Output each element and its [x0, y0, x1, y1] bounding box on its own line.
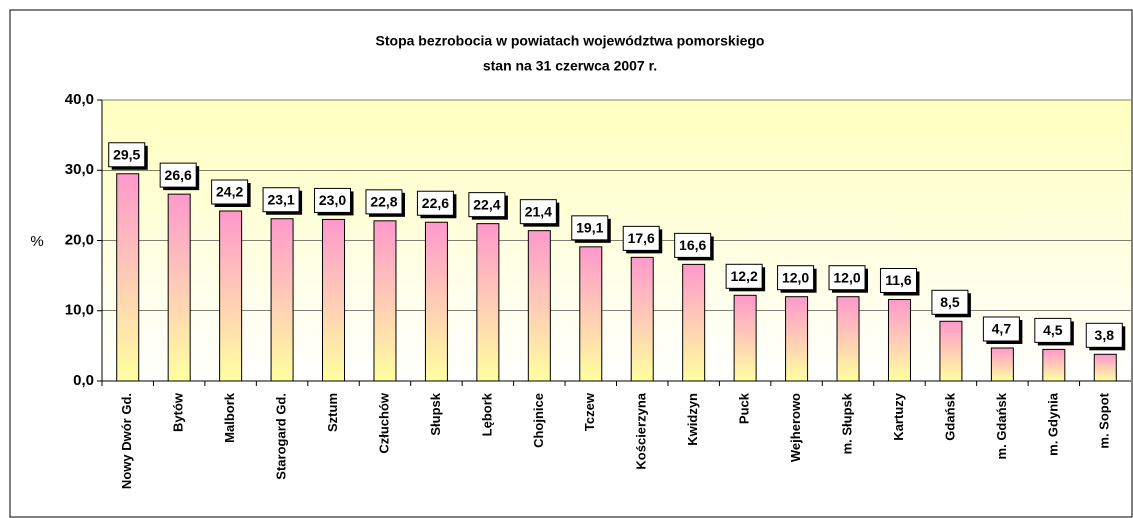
chart-subtitle: stan na 31 czerwca 2007 r. — [483, 58, 657, 74]
value-label-box — [1085, 322, 1123, 348]
bar — [373, 220, 397, 382]
x-tick-label: Sztum — [325, 393, 340, 432]
value-label: 26,6 — [165, 167, 192, 183]
value-label: 23,0 — [319, 192, 346, 208]
value-label: 3,8 — [1095, 327, 1115, 343]
x-tick-label: m. Sopot — [1097, 392, 1112, 448]
x-tick-label: Starogard Gd. — [274, 393, 289, 480]
bar — [476, 223, 500, 382]
y-tick-label: 40,0 — [65, 91, 94, 108]
y-tick-label: 10,0 — [65, 302, 94, 319]
value-label: 12,0 — [833, 269, 860, 285]
x-tick-label: Chojnice — [531, 393, 546, 448]
x-tick-label: Kwidzyn — [685, 393, 700, 446]
bar — [682, 263, 706, 382]
value-label-box — [674, 232, 712, 258]
value-label: 4,7 — [992, 321, 1012, 337]
x-tick-label: Puck — [737, 392, 752, 424]
value-label: 22,8 — [370, 194, 397, 210]
value-label: 22,6 — [422, 195, 449, 211]
x-tick-label: m. Gdańsk — [994, 392, 1009, 459]
bar — [167, 193, 191, 382]
bar — [630, 256, 654, 382]
value-label: 11,6 — [885, 272, 912, 288]
value-label-box — [725, 263, 763, 289]
bar — [322, 218, 346, 382]
value-label: 4,5 — [1043, 322, 1063, 338]
bar — [990, 347, 1014, 382]
bar — [219, 210, 243, 382]
x-tick-label: Kościerzyna — [634, 392, 649, 469]
x-tick-label: Bytów — [171, 392, 186, 432]
value-label: 17,6 — [628, 230, 655, 246]
value-label-box — [571, 215, 609, 241]
value-label: 12,2 — [731, 268, 758, 284]
x-tick-label: m. Gdynia — [1045, 392, 1060, 456]
value-label-box — [365, 189, 403, 215]
value-label-box — [159, 162, 197, 188]
value-label-box — [468, 192, 506, 218]
bar — [1042, 348, 1066, 382]
value-label: 29,5 — [113, 146, 140, 162]
x-tick-label: m. Słupsk — [839, 392, 854, 454]
y-axis-label: % — [30, 233, 43, 250]
x-tick-label: Kartuzy — [891, 392, 906, 440]
value-label-box — [416, 190, 454, 216]
bar — [836, 296, 860, 382]
value-label: 8,5 — [940, 294, 960, 310]
x-tick-label: Malbork — [222, 392, 237, 443]
value-label: 12,0 — [782, 269, 809, 285]
value-label: 24,2 — [216, 184, 243, 200]
value-label: 22,4 — [473, 196, 500, 212]
value-label-box — [828, 265, 866, 291]
value-label-box — [314, 187, 352, 213]
x-tick-label: Słupsk — [428, 392, 443, 435]
x-tick-label: Nowy Dwór Gd. — [119, 393, 134, 489]
bar — [733, 294, 757, 382]
y-tick-label: 30,0 — [65, 161, 94, 178]
value-label: 23,1 — [267, 191, 294, 207]
bar — [939, 320, 963, 382]
y-tick-label: 0,0 — [73, 372, 94, 389]
bar — [270, 218, 294, 382]
x-tick-label: Człuchów — [376, 392, 391, 454]
value-label: 19,1 — [576, 220, 603, 236]
y-tick-label: 20,0 — [65, 231, 94, 248]
bar — [527, 230, 551, 382]
value-label: 21,4 — [525, 203, 552, 219]
value-label-box — [879, 268, 917, 294]
value-label-box — [262, 187, 300, 213]
bar — [785, 296, 809, 382]
value-label-box — [777, 265, 815, 291]
value-label-box — [1034, 317, 1072, 343]
x-tick-label: Gdańsk — [942, 392, 957, 440]
chart-title: Stopa bezrobocia w powiatach województwa… — [376, 33, 765, 49]
value-label-box — [982, 316, 1020, 342]
bar — [424, 221, 448, 382]
value-label-box — [622, 225, 660, 251]
value-label-box — [931, 289, 969, 315]
x-tick-label: Lębork — [479, 392, 494, 436]
x-tick-label: Tczew — [582, 392, 597, 431]
bar — [116, 173, 140, 382]
bar — [887, 299, 911, 382]
bar — [579, 246, 603, 382]
value-label-box — [519, 199, 557, 225]
value-label: 16,6 — [679, 237, 706, 253]
value-label-box — [211, 179, 249, 205]
value-label-box — [108, 142, 146, 168]
x-tick-label: Wejherowo — [788, 393, 803, 462]
bar — [1093, 353, 1117, 382]
